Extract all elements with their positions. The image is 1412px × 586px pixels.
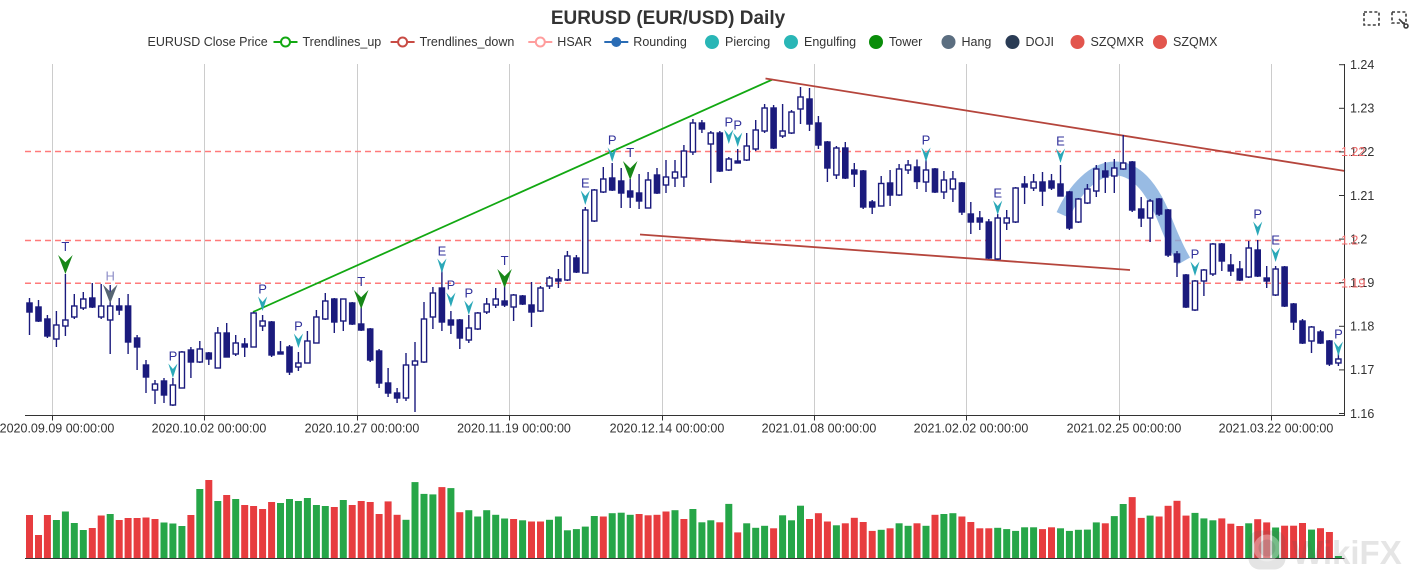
svg-text:P: P <box>169 349 178 364</box>
svg-text:2021.01.08 00:00:00: 2021.01.08 00:00:00 <box>762 422 877 436</box>
svg-text:P: P <box>258 282 267 297</box>
svg-text:1.24: 1.24 <box>1350 58 1374 72</box>
svg-text:SZQMXR: SZQMXR <box>1091 35 1144 49</box>
svg-text:P: P <box>464 286 473 301</box>
svg-text:1.22: 1.22 <box>1350 145 1374 159</box>
svg-text:2021.02.02 00:00:00: 2021.02.02 00:00:00 <box>914 422 1029 436</box>
svg-text:E: E <box>1271 233 1280 248</box>
svg-text:E: E <box>1056 134 1065 149</box>
svg-text:WikiFX: WikiFX <box>1292 534 1402 571</box>
svg-text:SZQMX: SZQMX <box>1173 35 1218 49</box>
svg-text:P: P <box>724 115 733 130</box>
svg-text:Hang: Hang <box>962 35 992 49</box>
svg-text:2020.09.09 00:00:00: 2020.09.09 00:00:00 <box>0 422 114 436</box>
svg-text:2021.02.25 00:00:00: 2021.02.25 00:00:00 <box>1067 422 1182 436</box>
svg-text:Engulfing: Engulfing <box>804 35 856 49</box>
svg-text:HSAR: HSAR <box>557 35 592 49</box>
svg-text:EURUSD (EUR/USD) Daily: EURUSD (EUR/USD) Daily <box>551 8 786 29</box>
svg-text:Piercing: Piercing <box>725 35 770 49</box>
svg-text:P: P <box>447 278 456 293</box>
svg-text:1.22: 1.22 <box>1341 145 1365 159</box>
svg-text:1.21: 1.21 <box>1350 189 1374 203</box>
svg-text:Tower: Tower <box>889 35 922 49</box>
svg-text:1.2: 1.2 <box>1341 233 1358 247</box>
svg-text:P: P <box>1334 327 1343 342</box>
svg-text:2020.12.14 00:00:00: 2020.12.14 00:00:00 <box>610 422 725 436</box>
svg-text:E: E <box>993 186 1002 201</box>
svg-text:Trendlines_up: Trendlines_up <box>303 35 382 49</box>
svg-text:1.16: 1.16 <box>1350 407 1374 421</box>
svg-text:DOJI: DOJI <box>1026 35 1054 49</box>
svg-text:E: E <box>438 244 447 259</box>
svg-text:P: P <box>294 319 303 334</box>
svg-text:T: T <box>626 145 634 160</box>
svg-text:2020.11.19 00:00:00: 2020.11.19 00:00:00 <box>457 422 571 436</box>
svg-text:1.18: 1.18 <box>1350 320 1374 334</box>
svg-text:P: P <box>1191 247 1200 262</box>
svg-text:Rounding: Rounding <box>633 35 687 49</box>
svg-text:2021.03.22 00:00:00: 2021.03.22 00:00:00 <box>1219 422 1334 436</box>
svg-text:E: E <box>581 176 590 191</box>
svg-text:H: H <box>106 269 115 284</box>
svg-text:T: T <box>61 239 69 254</box>
svg-text:1.17: 1.17 <box>1350 363 1374 377</box>
svg-text:P: P <box>1253 207 1262 222</box>
svg-text:1.23: 1.23 <box>1350 102 1374 116</box>
svg-text:1.2: 1.2 <box>1350 232 1367 246</box>
svg-text:T: T <box>501 253 509 268</box>
svg-text:1.19: 1.19 <box>1341 276 1365 290</box>
svg-text:P: P <box>733 118 742 133</box>
svg-text:P: P <box>608 133 617 148</box>
svg-text:1.19: 1.19 <box>1350 276 1374 290</box>
svg-text:EURUSD Close Price: EURUSD Close Price <box>148 35 268 49</box>
svg-text:P: P <box>922 133 931 148</box>
svg-text:2020.10.27 00:00:00: 2020.10.27 00:00:00 <box>305 422 420 436</box>
svg-text:T: T <box>357 274 365 289</box>
svg-text:2020.10.02 00:00:00: 2020.10.02 00:00:00 <box>152 422 267 436</box>
svg-text:Trendlines_down: Trendlines_down <box>420 35 515 49</box>
